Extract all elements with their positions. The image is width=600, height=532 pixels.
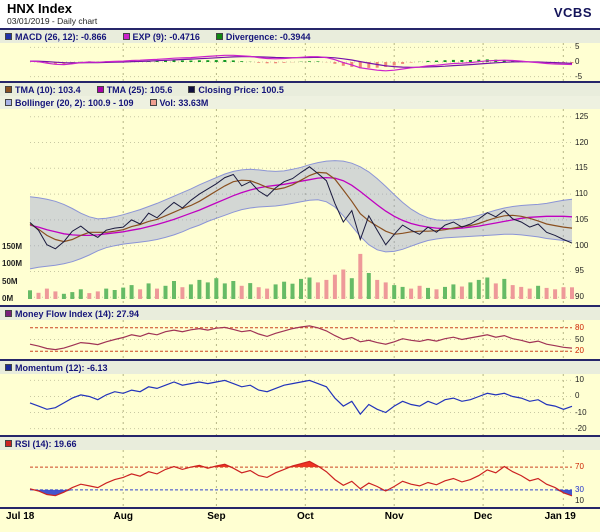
x-axis-month-label: Oct <box>296 511 314 522</box>
axis-label: 120 <box>575 137 589 147</box>
chart-title: HNX Index <box>7 1 73 16</box>
time-axis: Jul 18 Aug Sep Oct Nov Dec Jan 19 <box>0 507 600 524</box>
price-legend-row2: Bollinger (20, 2): 100.9 - 109 Vol: 33.63… <box>0 96 600 109</box>
axis-label: 110 <box>575 189 588 199</box>
legend-label: MACD (26, 12): -0.866 <box>15 31 107 42</box>
macd-plot: 5 0 -5 <box>0 43 600 81</box>
axis-label: 100 <box>575 240 589 250</box>
legend-label: Money Flow Index (14): 27.94 <box>15 308 140 319</box>
legend-swatch-icon <box>149 99 157 106</box>
axis-label: 10 <box>575 375 584 385</box>
legend-item: Bollinger (20, 2): 100.9 - 109 <box>5 98 134 108</box>
axis-label: -10 <box>575 407 587 417</box>
axis-label: 50M <box>2 276 18 286</box>
price-plot: 125 120 115 110 105 100 95 90 150M 100M 50M 0M <box>0 109 600 305</box>
legend-swatch-icon <box>215 33 223 40</box>
x-axis-month-label: Nov <box>384 511 404 522</box>
mfi-legend: Money Flow Index (14): 27.94 <box>0 307 600 320</box>
rsi-chart <box>29 450 573 507</box>
legend-swatch-icon <box>5 86 12 93</box>
legend-swatch-icon <box>122 33 130 40</box>
legend-swatch-icon <box>5 33 12 40</box>
momentum-chart <box>29 374 573 435</box>
axis-label: 10 <box>575 496 584 506</box>
mfi-chart <box>29 320 573 359</box>
axis-label: 80 <box>575 322 584 332</box>
legend-label: RSI (14): 19.66 <box>15 438 77 449</box>
mfi-plot: 80 50 20 <box>0 320 600 359</box>
chart-header: HNX Index 03/01/2019 - Daily chart VCBS <box>0 0 600 28</box>
axis-label: 105 <box>575 214 589 224</box>
legend-swatch-icon <box>5 310 12 317</box>
axis-label: 90 <box>575 292 584 302</box>
macd-panel: MACD (26, 12): -0.866 EXP (9): -0.4716 Div… <box>0 28 600 81</box>
axis-label: 70 <box>575 462 584 472</box>
legend-item: RSI (14): 19.66 <box>5 439 77 449</box>
momentum-plot: 10 0 -10 -20 <box>0 374 600 435</box>
legend-item: MACD (26, 12): -0.866 <box>5 32 107 42</box>
price-legend-row1: TMA (10): 103.4 TMA (25): 105.6 Closing Pr… <box>0 83 600 96</box>
axis-label: -20 <box>575 423 587 433</box>
price-panel: TMA (10): 103.4 TMA (25): 105.6 Closing Pr… <box>0 81 600 305</box>
momentum-legend: Momentum (12): -6.13 <box>0 361 600 374</box>
x-axis-month-label: Jan 19 <box>544 511 576 522</box>
axis-label: 100M <box>2 259 23 269</box>
x-axis-month-label: Aug <box>113 511 133 522</box>
axis-label: 150M <box>2 242 23 251</box>
legend-swatch-icon <box>5 99 12 106</box>
legend-label: Momentum (12): -6.13 <box>15 362 108 373</box>
axis-label: -5 <box>575 71 583 81</box>
legend-item: Vol: 33.63M <box>149 97 209 108</box>
legend-swatch-icon <box>188 86 196 93</box>
legend-item: EXP (9): -0.4716 <box>122 31 200 42</box>
axis-label: 0 <box>575 57 580 66</box>
legend-label: Bollinger (20, 2): 100.9 - 109 <box>15 97 134 108</box>
axis-label: 95 <box>575 266 584 276</box>
axis-label: 5 <box>575 42 580 52</box>
legend-swatch-icon <box>96 86 104 93</box>
legend-item: Money Flow Index (14): 27.94 <box>5 309 139 319</box>
legend-label: Closing Price: 100.5 <box>198 84 284 95</box>
price-chart <box>28 109 574 305</box>
axis-label: 125 <box>575 111 589 121</box>
axis-label: 20 <box>575 346 584 356</box>
chart-date-subtitle: 03/01/2019 - Daily chart <box>7 16 98 26</box>
macd-chart <box>29 43 574 81</box>
brand-logo-text: VCBS <box>553 5 592 20</box>
rsi-plot: 70 30 10 <box>0 450 600 507</box>
legend-item: Divergence: -0.3944 <box>215 31 311 42</box>
legend-label: TMA (10): 103.4 <box>15 84 81 95</box>
axis-label: 0M <box>2 294 14 303</box>
legend-label: TMA (25): 105.6 <box>106 84 173 95</box>
x-axis-month-label: Sep <box>207 511 226 522</box>
rsi-panel: RSI (14): 19.66 70 30 10 <box>0 435 600 507</box>
legend-label: Vol: 33.63M <box>159 97 209 108</box>
legend-label: Divergence: -0.3944 <box>225 31 311 42</box>
legend-item: Closing Price: 100.5 <box>188 85 284 95</box>
macd-legend: MACD (26, 12): -0.866 EXP (9): -0.4716 Div… <box>0 30 600 43</box>
rsi-legend: RSI (14): 19.66 <box>0 437 600 450</box>
legend-item: Momentum (12): -6.13 <box>5 363 108 373</box>
axis-label: 0 <box>575 391 580 401</box>
legend-swatch-icon <box>5 364 12 371</box>
momentum-panel: Momentum (12): -6.13 10 0 -10 -20 <box>0 359 600 435</box>
legend-swatch-icon <box>5 440 12 447</box>
axis-label: 30 <box>575 484 584 494</box>
axis-label: 50 <box>575 334 584 344</box>
legend-item: TMA (10): 103.4 <box>5 85 81 95</box>
x-axis-month-label: Jul 18 <box>6 511 35 522</box>
x-axis-month-label: Dec <box>473 511 493 522</box>
axis-label: 115 <box>575 163 588 173</box>
legend-item: TMA (25): 105.6 <box>96 84 173 95</box>
legend-label: EXP (9): -0.4716 <box>132 31 200 42</box>
mfi-panel: Money Flow Index (14): 27.94 80 50 20 <box>0 305 600 359</box>
